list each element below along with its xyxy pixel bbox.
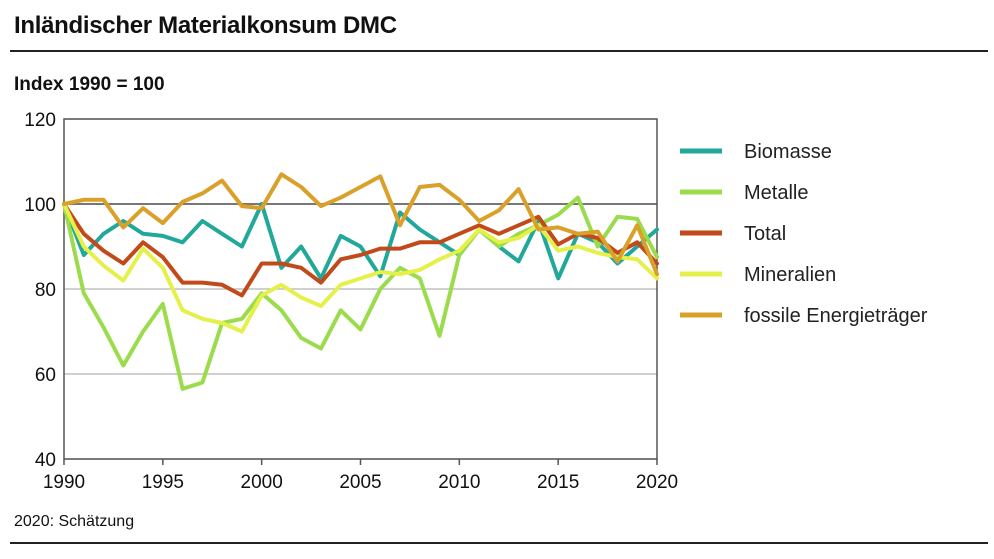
y-tick-label: 60 (35, 365, 56, 386)
x-tick-label: 1990 (43, 472, 85, 493)
y-tick-label: 40 (35, 450, 56, 471)
x-tick-label: 2000 (241, 472, 283, 493)
series-layer (62, 172, 659, 391)
y-tick-label: 120 (24, 110, 56, 131)
grid-layer: 40 60 80 100 120 1990 1995 2000 2005 2010 2015 2020 (24, 110, 678, 493)
x-tick-label: 2020 (636, 472, 678, 493)
legend-label: Biomasse (744, 141, 832, 163)
legend: Biomasse Metalle Total Mineralien fossile En… (680, 141, 928, 327)
series-line-fossile-energieträger (62, 172, 659, 277)
legend-label: fossile Energieträger (744, 305, 928, 327)
title-divider (10, 50, 988, 52)
chart-title: Inländischer Materialkonsum DMC (14, 12, 397, 39)
x-tick-label: 2010 (438, 472, 480, 493)
y-tick-label: 100 (24, 195, 56, 216)
x-tick-label: 2005 (339, 472, 381, 493)
x-tick-label: 1995 (142, 472, 184, 493)
legend-label: Mineralien (744, 264, 836, 286)
series-line-total (62, 202, 659, 298)
footnote: 2020: Schätzung (14, 513, 135, 530)
y-tick-label: 80 (35, 280, 56, 301)
series-line-mineralien (62, 202, 659, 334)
series-line-metalle (62, 195, 659, 391)
legend-label: Total (744, 223, 786, 245)
series-line-biomasse (62, 202, 659, 281)
chart-subtitle: Index 1990 = 100 (14, 74, 165, 95)
legend-label: Metalle (744, 182, 808, 204)
x-tick-label: 2015 (537, 472, 579, 493)
bottom-divider (10, 542, 988, 544)
